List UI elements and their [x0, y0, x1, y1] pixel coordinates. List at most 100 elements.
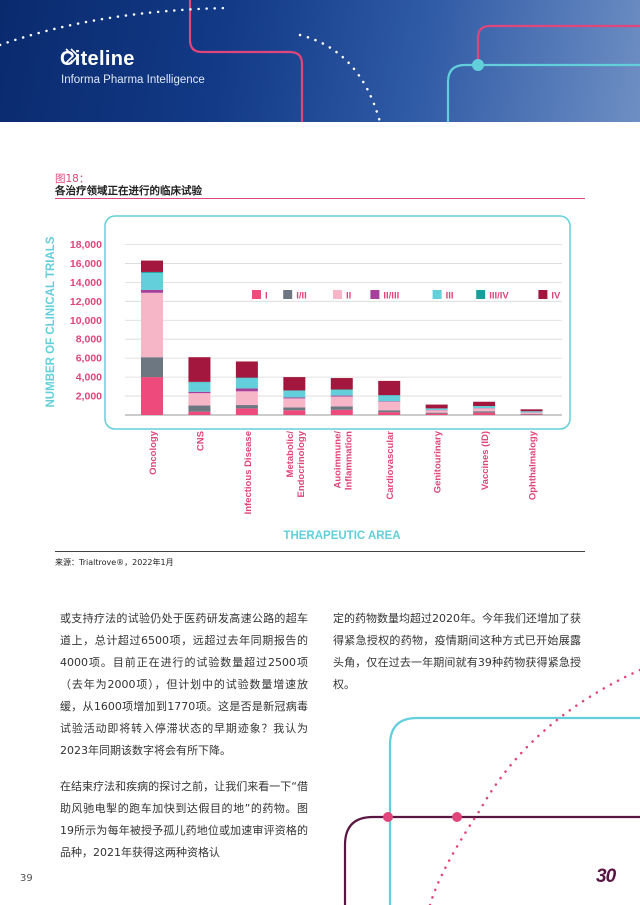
bar-segment — [330, 406, 353, 410]
plot-frame — [104, 215, 571, 430]
bar-segment — [378, 401, 401, 411]
bar-segment — [378, 401, 401, 402]
y-tick-label: 12,000 — [70, 296, 102, 308]
x-tick-label: Inflammation — [343, 431, 354, 490]
bar-segment — [235, 391, 258, 406]
x-tick-label: CNS — [195, 431, 206, 451]
bar-segment — [188, 411, 211, 415]
legend-label: I/II — [296, 291, 307, 302]
bar-segment — [425, 410, 448, 413]
bar-segment — [473, 406, 496, 409]
bar-segment — [330, 378, 353, 390]
bar-segment — [520, 409, 543, 412]
bar-segment — [141, 357, 163, 378]
x-tick-label: Auoimmune/ — [332, 431, 343, 489]
bar-segment — [378, 410, 401, 413]
bar-segment — [378, 380, 401, 396]
x-tick-label: Vaccines (ID) — [480, 431, 491, 490]
legend-label: III — [446, 291, 454, 302]
legend-swatch — [252, 290, 261, 299]
bar-segment — [425, 408, 448, 410]
bar-segment — [520, 411, 543, 413]
bar-segment — [473, 401, 496, 406]
y-tick-label: 4,000 — [76, 372, 102, 384]
bar-segment — [520, 412, 543, 415]
body-column-left: 或支持疗法的试验仍处于医药研发高速公路的超车道上，总计超过6500项，远超过去年… — [60, 608, 308, 878]
y-axis-title: NUMBER OF CLINICAL TRIALS — [45, 236, 57, 407]
bar-segment — [188, 382, 211, 392]
bar-segment — [283, 398, 306, 408]
y-tick-label: 8,000 — [76, 334, 102, 346]
bar-segment — [473, 408, 496, 412]
y-tick-label: 2,000 — [76, 391, 102, 403]
header-banner: Citeline Informa Pharma Intelligence — [0, 0, 640, 122]
figure-bottom-rule — [55, 551, 585, 552]
bar-segment — [283, 377, 306, 391]
bar-segment — [141, 292, 163, 358]
bar-segment — [425, 404, 448, 409]
anniversary-logo: 30 — [596, 866, 616, 887]
bar-segment — [235, 361, 258, 378]
header-decoration — [0, 0, 640, 122]
bar-segment — [283, 407, 306, 411]
x-tick-label: Genitourinary — [433, 430, 444, 493]
figure-top-rule — [55, 198, 585, 199]
bar-segment — [235, 405, 258, 409]
legend-label: I — [265, 291, 268, 302]
x-tick-label: Endocrinology — [296, 430, 307, 497]
body-column-right: 定的药物数量均超过2020年。今年我们还增加了获得紧急授权的药物，疫情期间这种方… — [333, 608, 581, 710]
bar-segment — [473, 412, 496, 415]
bar-segment — [235, 388, 258, 392]
bar-segment — [188, 405, 211, 412]
bar-segment — [425, 413, 448, 415]
chevron-logo-icon — [65, 48, 80, 64]
figure-label: 图18： — [55, 173, 90, 185]
bar-segment — [378, 395, 401, 402]
x-tick-label: Metabolic/ — [285, 431, 296, 478]
bar-segment — [141, 260, 163, 272]
x-tick-label: Ophthalmalogy — [528, 430, 539, 500]
bar-segment — [473, 411, 496, 413]
brand-text: Citeline — [60, 48, 135, 70]
bar-segment — [330, 409, 353, 415]
bar-segment — [235, 378, 258, 389]
x-tick-label: Cardiovascular — [385, 431, 396, 500]
bar-segment — [425, 412, 448, 414]
bar-segment — [330, 395, 353, 397]
y-tick-label: 10,000 — [70, 315, 102, 327]
legend-swatch — [476, 290, 486, 299]
bar-segment — [141, 377, 163, 415]
bar-segment — [283, 410, 306, 415]
y-tick-label: 6,000 — [76, 353, 102, 365]
bar-segment — [330, 389, 353, 396]
bar-segment — [141, 271, 163, 273]
paragraph: 在结束疗法和疾病的探讨之前，让我们来看一下“借助风驰电掣的跑车加快到达假目的地”… — [60, 780, 308, 859]
brand-name: Citeline — [60, 48, 135, 71]
bar-segment — [283, 390, 306, 398]
brand-tagline: Informa Pharma Intelligence — [61, 74, 205, 86]
bar-segment — [141, 289, 163, 293]
y-tick-label: 18,000 — [70, 239, 102, 251]
bar-segment — [188, 393, 211, 406]
legend-label: II/III — [383, 291, 399, 302]
x-tick-label: Oncology — [148, 430, 159, 475]
bar-segment — [235, 408, 258, 415]
legend-label: IV — [551, 291, 561, 302]
bar-segment — [378, 412, 401, 415]
bar-segment — [188, 391, 211, 394]
y-tick-label: 14,000 — [70, 277, 102, 289]
bar-segment — [330, 396, 353, 407]
x-axis-title: THERAPEUTIC AREA — [283, 530, 400, 542]
figure-source: 来源：Trialtrove®，2022年1月 — [55, 558, 174, 567]
page-number: 39 — [20, 873, 33, 884]
bar-segment — [141, 272, 163, 290]
legend-swatch — [333, 290, 342, 299]
stacked-bar-chart: 2,000 4,000 6,000 8,000 10,000 12,000 14,000 16… — [45, 215, 571, 542]
legend-swatch — [283, 290, 293, 299]
legend-label: II — [346, 291, 351, 302]
bar-segment — [283, 397, 306, 399]
legend-swatch — [538, 290, 548, 299]
legend-label: III/IV — [489, 291, 509, 302]
legend-swatch — [432, 290, 442, 299]
x-tick-label: Infectious Disease — [243, 431, 254, 514]
